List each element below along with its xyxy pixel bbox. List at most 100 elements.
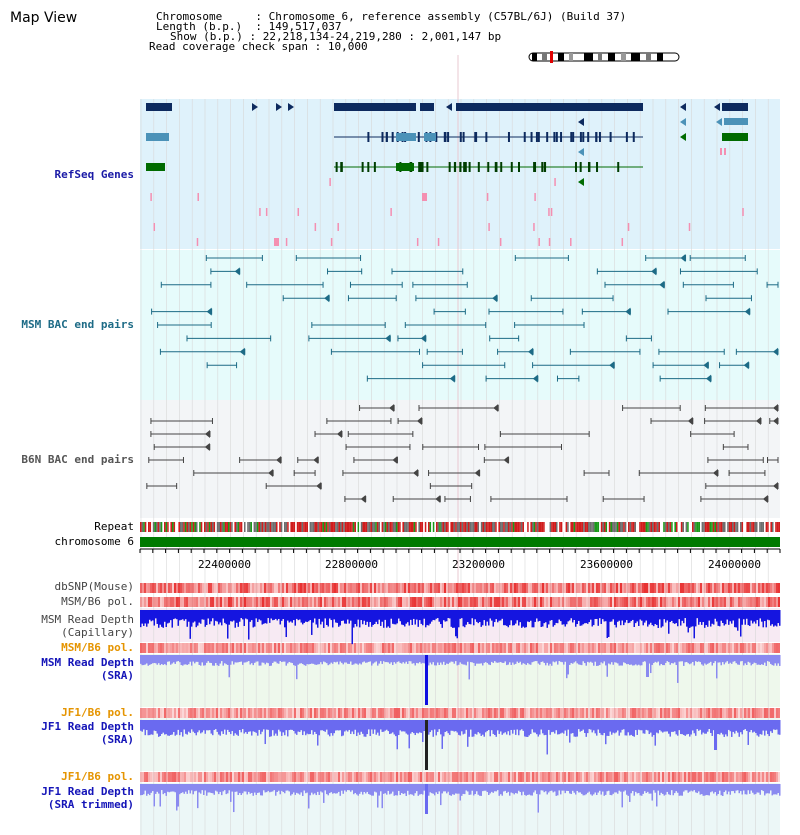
jf1-depth-sra-bar — [671, 720, 673, 732]
msm-depth-sra-label[interactable]: MSM Read Depth — [41, 656, 134, 669]
jf1-depth-trim-bar — [549, 784, 551, 791]
refseq-genes-label[interactable]: RefSeq Genes — [54, 168, 134, 181]
jf1-b6-pol-label[interactable]: JF1/B6 pol. — [61, 706, 134, 719]
jf1-depth-sra-label[interactable]: JF1 Read Depth — [41, 720, 134, 733]
repeat-segment — [543, 522, 545, 532]
jf1-pol2-cell — [724, 772, 726, 782]
jf1-pol2-cell — [238, 772, 240, 782]
b6n-bac-label[interactable]: B6N BAC end pairs — [21, 453, 134, 466]
msm-b6-pol-label[interactable]: MSM/B6 pol. — [61, 595, 134, 608]
jf1-depth-sra-bar — [230, 720, 232, 735]
jf1-pol-cell — [556, 708, 558, 718]
jf1-pol2-cell — [266, 772, 268, 782]
msm-pol-cell — [496, 597, 498, 607]
msm-b6-pol-2-label[interactable]: MSM/B6 pol. — [61, 641, 134, 654]
jf1-depth-trim-bar — [728, 784, 730, 792]
msm-pol2-cell — [382, 643, 384, 653]
msm-depth-sra-bar — [590, 655, 592, 662]
msm-depth-cap-bar — [740, 610, 742, 637]
repeat-segment — [394, 522, 396, 532]
jf1-pol2-cell — [576, 772, 578, 782]
jf1-pol2-cell — [368, 772, 370, 782]
jf1-pol2-cell — [206, 772, 208, 782]
dbsnp-cell — [630, 583, 632, 593]
msm-depth-sra-bar — [734, 655, 736, 662]
msm-depth-sra-bar — [252, 655, 254, 666]
msm-pol-cell — [556, 597, 558, 607]
jf1-b6-pol-2-label[interactable]: JF1/B6 pol. — [61, 770, 134, 783]
msm-pol-cell — [480, 597, 482, 607]
jf1-pol-cell — [172, 708, 174, 718]
polymorphism-heat-tracks[interactable] — [140, 583, 780, 782]
jf1-depth-sra-bar — [713, 720, 715, 731]
jf1-depth-trim-bar — [350, 784, 352, 792]
read-depth-tracks[interactable] — [140, 610, 781, 814]
jf1-depth-sra-bar — [407, 720, 409, 735]
jf1-pol-cell — [500, 708, 502, 718]
msm-depth-cap-bar — [681, 610, 683, 621]
repeat-segment — [151, 522, 153, 532]
chromosome-ideogram[interactable] — [528, 51, 683, 63]
repeat-segment — [559, 522, 561, 532]
msm-depth-sra-bar — [626, 655, 628, 665]
msm-pol-cell — [168, 597, 170, 607]
repeat-segment — [644, 522, 646, 532]
jf1-pol-cell — [200, 708, 202, 718]
jf1-depth-sra-bar — [675, 720, 677, 735]
msm-bac-label[interactable]: MSM BAC end pairs — [21, 318, 134, 331]
dbsnp-cell — [412, 583, 414, 593]
msm-pol2-cell — [392, 643, 394, 653]
refseq-genes-track[interactable] — [146, 103, 748, 246]
msm-depth-sra-bar — [516, 655, 518, 662]
repeat-track[interactable] — [140, 522, 780, 532]
msm-depth-sra-bar — [402, 655, 404, 663]
msm-bac-pair-arrow — [449, 374, 455, 383]
repeat-segment — [682, 522, 684, 532]
jf1-depth-trim-bar — [551, 784, 553, 791]
jf1-depth-trim-bar — [285, 784, 287, 791]
msm-depth-sra-bar — [747, 655, 749, 662]
msm-depth-cap-bar — [446, 610, 448, 622]
jf1-pol2-cell — [558, 772, 560, 782]
jf1-pol2-cell — [182, 772, 184, 782]
msm-pol2-cell — [414, 643, 416, 653]
msm-depth-cap-bar — [159, 610, 161, 625]
b6n-bac-track[interactable] — [146, 404, 779, 503]
jf1-pol2-cell — [262, 772, 264, 782]
msm-pol-cell — [746, 597, 748, 607]
jf1-depth-trim-bar — [557, 784, 559, 796]
jf1-depth-trim-bar — [380, 784, 382, 792]
msm-depth-sra-bar — [713, 655, 715, 664]
msm-depth-capillary-label[interactable]: MSM Read Depth — [41, 613, 134, 626]
jf1-pol-cell — [626, 708, 628, 718]
dbsnp-label[interactable]: dbSNP(Mouse) — [54, 580, 134, 593]
msm-pol-cell — [166, 597, 168, 607]
repeat-segment — [160, 522, 163, 532]
msm-depth-sra-bar — [767, 655, 769, 662]
msm-pol-cell — [364, 597, 366, 607]
msm-pol2-cell — [174, 643, 176, 653]
jf1-pol2-cell — [720, 772, 722, 782]
msm-pol-cell — [236, 597, 238, 607]
jf1-depth-trim-bar — [411, 784, 413, 795]
msm-bac-track[interactable] — [151, 254, 779, 383]
msm-depth-sra-bar — [345, 655, 347, 663]
msm-depth-sra-bar — [491, 655, 493, 662]
msm-depth-cap-bar — [404, 610, 406, 627]
jf1-pol-cell — [514, 708, 516, 718]
msm-depth-cap-bar — [725, 610, 727, 625]
repeat-label[interactable]: Repeat — [94, 520, 134, 533]
jf1-depth-trim-bar — [561, 784, 563, 791]
jf1-depth-sra-bar — [414, 720, 416, 736]
jf1-depth-sra-bar — [480, 720, 482, 736]
msm-depth-cap-bar — [506, 610, 508, 626]
dbsnp-cell — [250, 583, 252, 593]
jf1-depth-sra-bar — [768, 720, 770, 737]
jf1-depth-trim-label[interactable]: JF1 Read Depth — [41, 785, 134, 798]
dbsnp-cell — [562, 583, 564, 593]
jf1-pol-cell — [242, 708, 244, 718]
jf1-pol-cell — [230, 708, 232, 718]
msm-pol2-cell — [740, 643, 742, 653]
msm-pol-cell — [210, 597, 212, 607]
